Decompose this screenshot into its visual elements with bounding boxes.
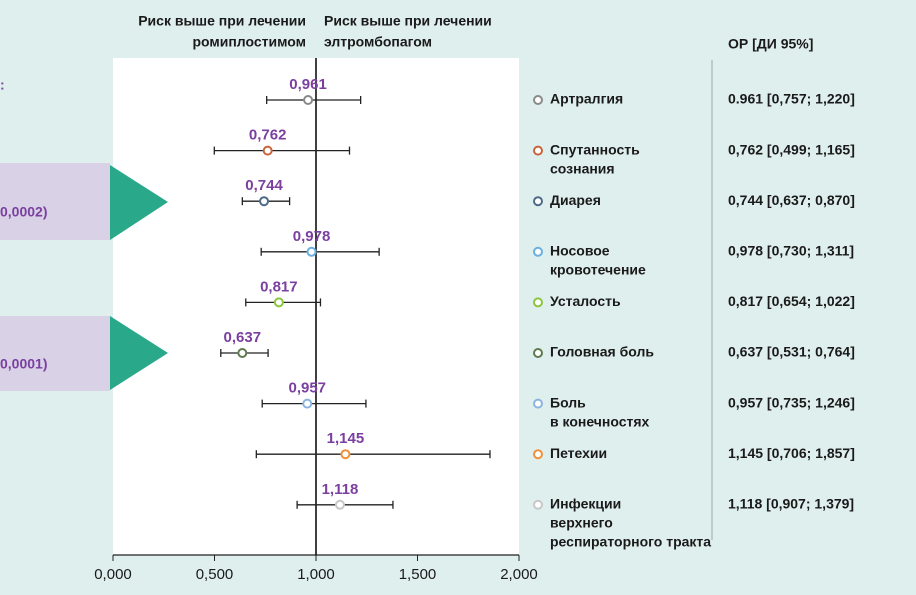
value-label: 0,957 [288,380,326,397]
side-label: 0,0002) [0,204,47,220]
category-label: Петехии [550,445,607,461]
table-header: ОР [ДИ 95%] [728,36,813,52]
legend-marker [533,499,543,510]
x-tick-label: 1,000 [297,566,335,583]
ci-label: 0.961 [0,757; 1,220] [728,91,855,107]
legend-marker [533,297,543,308]
ci-label: 0,744 [0,637; 0,870] [728,192,855,208]
legend-marker [533,196,543,207]
value-label: 1,145 [327,430,365,447]
arrow [110,316,168,390]
point [259,196,270,207]
category-label: кровотечение [550,262,646,278]
point [237,348,248,358]
header: элтромбопагом [324,34,432,50]
x-tick-label: 0,000 [94,566,132,583]
category-label: сознания [550,160,615,176]
x-tick-label: 0,500 [196,566,234,583]
value-label: 0,978 [293,228,331,245]
value-label: 0,961 [289,76,327,93]
point [340,449,351,460]
header: Риск выше при лечении [138,13,306,29]
category-label: респираторного тракта [550,534,711,550]
ci-label: 0,637 [0,531; 0,764] [728,344,855,360]
category-label: Носовое [550,243,610,259]
legend-marker [533,449,543,460]
side-box [0,316,110,391]
legend-marker [533,398,543,409]
category-label: Спутанность [550,141,640,157]
value-label: 0,744 [245,177,283,194]
side-box [0,163,110,240]
point [303,95,314,105]
category-label: Усталость [550,293,621,309]
arrow [110,165,168,240]
point [302,398,313,409]
header: ромиплостимом [192,34,306,50]
category-label: в конечностях [550,413,650,429]
legend-marker [533,95,543,105]
ci-label: 1,145 [0,706; 1,857] [728,445,855,461]
category-label: Диарея [550,192,601,208]
point [262,145,273,156]
category-label: Боль [550,394,586,410]
side-label: : [0,77,5,93]
side-label: 0,0001) [0,356,47,372]
point [273,297,284,308]
value-label: 0,762 [249,127,287,144]
ci-label: 0,762 [0,499; 1,165] [728,141,855,157]
value-label: 0,637 [224,329,262,346]
category-label: Инфекции [550,496,621,512]
value-label: 0,817 [260,278,298,295]
ci-label: 0,957 [0,735; 1,246] [728,394,855,410]
category-label: Головная боль [550,344,654,360]
category-label: Артралгия [550,91,623,107]
value-label: 1,118 [322,481,359,498]
point [306,246,317,257]
point [334,499,345,510]
header: Риск выше при лечении [324,13,492,29]
ci-label: 1,118 [0,907; 1,379] [728,496,854,512]
legend-marker [533,348,543,358]
category-label: верхнего [550,515,613,531]
ci-label: 0,817 [0,654; 1,022] [728,293,855,309]
ci-label: 0,978 [0,730; 1,311] [728,243,854,259]
legend-marker [533,246,543,257]
x-tick-label: 1,500 [399,566,437,583]
legend-marker [533,145,543,156]
x-tick-label: 2,000 [500,566,538,583]
